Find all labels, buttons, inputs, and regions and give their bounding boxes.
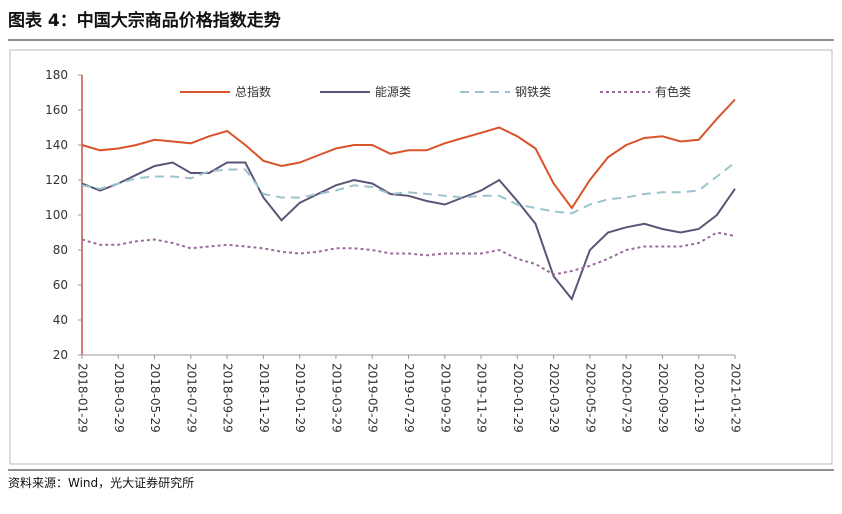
y-tick-label: 80: [53, 243, 68, 257]
x-tick-label: 2018-05-29: [148, 363, 162, 433]
series-line: [81, 161, 736, 215]
x-tick-label: 2020-01-29: [511, 363, 525, 433]
x-tick-label: 2020-05-29: [583, 363, 597, 433]
x-tick-label: 2020-09-29: [656, 363, 670, 433]
y-tick-label: 120: [45, 173, 68, 187]
x-tick-label: 2018-07-29: [184, 363, 198, 433]
x-tick-label: 2020-07-29: [620, 363, 634, 433]
source: 资料来源：Wind，光大证券研究所: [8, 475, 194, 490]
x-tick-label: 2018-01-29: [76, 363, 90, 433]
legend-label: 能源类: [375, 85, 411, 99]
x-tick-label: 2019-09-29: [438, 363, 452, 433]
x-tick-label: 2019-11-29: [475, 363, 489, 433]
chart-frame: [9, 49, 833, 465]
y-tick-label: 60: [53, 278, 68, 292]
title: 图表 4：中国大宗商品价格指数走势: [8, 10, 281, 31]
y-tick-label: 160: [45, 103, 68, 117]
y-tick-label: 100: [45, 208, 68, 222]
y-tick-label: 140: [45, 138, 68, 152]
x-tick-label: 2019-07-29: [402, 363, 416, 433]
series-line: [81, 231, 736, 276]
series-line: [81, 98, 736, 210]
x-tick-label: 2018-03-29: [112, 363, 126, 433]
y-tick-label: 180: [45, 68, 68, 82]
x-tick-label: 2019-05-29: [366, 363, 380, 433]
x-tick-label: 2019-03-29: [329, 363, 343, 433]
x-tick-label: 2020-03-29: [547, 363, 561, 433]
x-tick-label: 2021-01-29: [729, 363, 743, 433]
x-tick-label: 2018-09-29: [221, 363, 235, 433]
y-tick-label: 40: [53, 313, 68, 327]
legend-label: 总指数: [235, 84, 271, 99]
y-tick-label: 20: [53, 348, 68, 362]
legend-label: 钢铁类: [515, 85, 551, 99]
series-line: [81, 161, 736, 302]
x-tick-label: 2019-01-29: [293, 363, 307, 433]
x-tick-label: 2018-11-29: [257, 363, 271, 433]
x-tick-label: 2020-11-29: [692, 363, 706, 433]
legend-label: 有色类: [655, 85, 691, 99]
